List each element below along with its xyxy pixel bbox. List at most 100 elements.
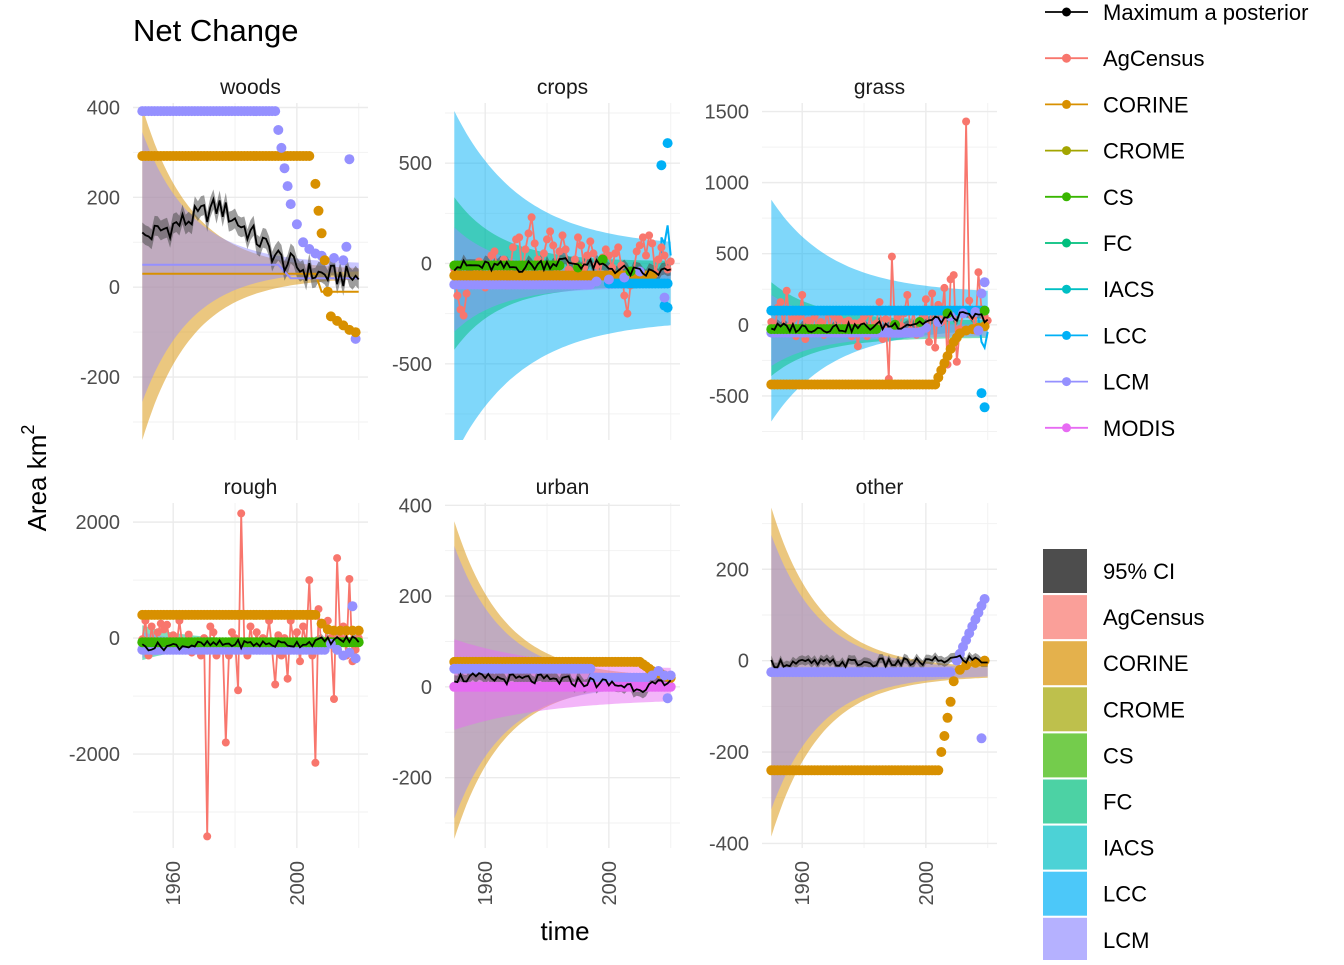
point-agcensus (558, 231, 567, 240)
line-lcc (660, 225, 672, 256)
legend-key-point (1062, 377, 1071, 387)
point-lcm (270, 106, 281, 117)
grid-rough (133, 503, 368, 848)
point-corine (316, 228, 327, 239)
point-agcensus (903, 291, 912, 299)
legend-label: MODIS (1103, 416, 1175, 441)
point-agcensus (577, 241, 586, 250)
point-cs (942, 308, 953, 319)
legend-fill-label: FC (1103, 790, 1132, 815)
point-agcensus (648, 239, 657, 248)
legend-key-point (1062, 7, 1071, 17)
point-agcensus (620, 291, 629, 300)
y-tick-label: -200 (392, 768, 432, 790)
point-agcensus (645, 231, 654, 240)
point-agcensus (209, 628, 218, 637)
point-lcm (665, 670, 676, 681)
point-corine (319, 255, 330, 266)
legend-fill-label: CROME (1103, 697, 1185, 722)
point-corine (961, 660, 972, 671)
legend-item-crome: CROME (1045, 139, 1185, 164)
legend-key-point (1062, 330, 1071, 340)
point-agcensus (788, 315, 797, 324)
point-lcm (298, 237, 309, 248)
y-tick-label: 200 (716, 559, 749, 581)
legend-key-point (1062, 238, 1071, 248)
point-agcensus (835, 315, 844, 324)
legend-fill-label: AgCensus (1103, 605, 1205, 630)
chart-title: Net Change (133, 13, 298, 48)
legend-fill-key (1043, 825, 1087, 870)
line-map (453, 257, 671, 278)
point-agcensus (543, 235, 551, 244)
point-lcc (662, 302, 673, 313)
legend-key-point (1062, 423, 1071, 433)
line-map (770, 310, 989, 335)
legend-item-fc: FC (1045, 231, 1132, 256)
facet-label-rough: rough (224, 476, 278, 499)
point-lcm (347, 601, 358, 612)
legend-key-point (1062, 99, 1071, 109)
point-lcm (659, 292, 670, 303)
y-tick-label: 200 (399, 586, 432, 608)
legend-item-maximum-a-posterior: Maximum a posterior (1045, 0, 1308, 25)
y-tick-label: -400 (709, 833, 749, 855)
ribbon-95-ci (142, 189, 359, 296)
point-agcensus (952, 357, 961, 366)
y-tick-label: 200 (87, 187, 120, 209)
point-agcensus (642, 251, 650, 260)
point-agcensus (776, 298, 785, 307)
point-agcensus (221, 738, 230, 747)
point-agcensus (601, 245, 610, 254)
data-layer-rough (137, 509, 364, 841)
point-agcensus (654, 255, 663, 264)
legend-fill-item-lcc: LCC (1043, 871, 1147, 916)
point-lcm (603, 274, 614, 285)
point-agcensus (921, 295, 930, 304)
point-lcm (976, 288, 987, 299)
point-corine (933, 765, 944, 776)
point-agcensus (530, 239, 539, 248)
point-lcm (933, 317, 944, 327)
legend-key-point (1062, 192, 1071, 202)
facet-urban: urban -200 0 200 400 1960 2000 (392, 476, 680, 906)
line-map (141, 634, 360, 652)
legend-fill-key (1043, 917, 1087, 962)
point-agcensus (237, 509, 246, 518)
point-lcm (273, 125, 284, 135)
point-agcensus (305, 576, 314, 585)
point-agcensus (184, 630, 193, 639)
line-map (141, 196, 360, 287)
data-layer-grass (766, 117, 992, 422)
point-agcensus (234, 686, 243, 695)
point-agcensus (570, 255, 579, 264)
point-agcensus (546, 227, 555, 236)
point-lcm (976, 733, 987, 744)
legend-item-corine: CORINE (1045, 92, 1189, 117)
legend-fill-key (1043, 549, 1087, 593)
point-agcensus (798, 291, 807, 299)
point-agcensus (881, 315, 890, 324)
y-tick-label: 0 (109, 628, 120, 650)
legend-label: LCC (1103, 323, 1147, 348)
legend-fill-key (1043, 687, 1087, 732)
point-agcensus (586, 237, 595, 246)
point-cs (573, 262, 583, 273)
point-corine (945, 696, 956, 707)
y-tick-label: 1500 (705, 102, 750, 124)
legend-item-agcensus: AgCensus (1045, 46, 1205, 71)
legend-fill-item-agcensus: AgCensus (1043, 595, 1205, 640)
point-agcensus (299, 622, 308, 631)
point-agcensus (252, 628, 261, 637)
point-corine (939, 731, 950, 741)
point-agcensus (657, 243, 666, 252)
legend-fill-label: 95% CI (1103, 559, 1175, 584)
legend-fill-label: LCM (1103, 928, 1149, 953)
y-tick-label: -200 (80, 367, 120, 389)
legend-key-point (1062, 53, 1071, 63)
point-agcensus (311, 758, 320, 767)
point-lcm (619, 272, 630, 283)
point-lcm (662, 693, 673, 704)
point-lcm (338, 255, 349, 266)
point-agcensus (274, 631, 283, 640)
